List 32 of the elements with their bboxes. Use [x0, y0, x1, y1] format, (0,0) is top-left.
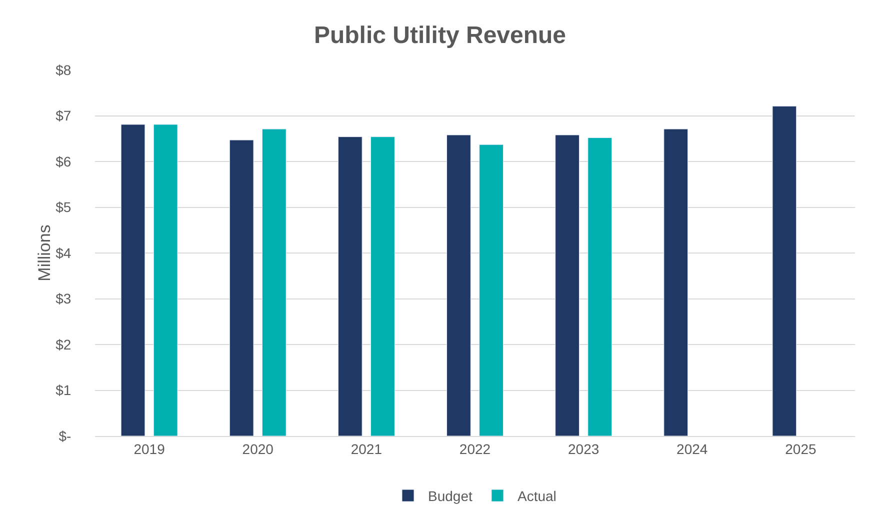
legend-label: Budget: [428, 488, 472, 504]
bar: [229, 140, 254, 436]
legend-label: Actual: [517, 488, 556, 504]
bar: [446, 134, 471, 436]
y-tick-label: $8: [56, 62, 72, 78]
y-tick-label: $4: [56, 244, 72, 261]
bar: [772, 106, 797, 436]
y-tick-label: $5: [56, 199, 72, 216]
x-tick-label: 2023: [568, 440, 600, 457]
x-tick-label: 2019: [134, 440, 166, 457]
y-tick-label: $1: [56, 382, 72, 398]
bar: [370, 136, 395, 436]
bar: [588, 137, 612, 436]
y-tick-label: $-: [58, 428, 72, 444]
x-tick-label: 2021: [350, 440, 382, 457]
bar: [555, 134, 580, 436]
x-tick-label: 2022: [459, 440, 491, 457]
bar: [338, 136, 362, 436]
y-tick-label: $2: [56, 336, 72, 352]
x-tick-label: 2020: [242, 440, 274, 457]
bar: [479, 144, 504, 436]
bar: [262, 128, 286, 436]
y-axis-title: Millions: [35, 224, 54, 282]
y-tick-label: $7: [56, 108, 72, 124]
bar: [120, 124, 146, 436]
chart-title: Public Utility Revenue: [314, 22, 566, 49]
y-tick-label: $6: [56, 153, 72, 170]
x-tick-label: 2025: [785, 440, 816, 457]
y-tick-label: $3: [56, 290, 72, 307]
bar: [153, 124, 178, 436]
bar: [664, 128, 688, 436]
x-tick-label: 2024: [676, 440, 708, 457]
